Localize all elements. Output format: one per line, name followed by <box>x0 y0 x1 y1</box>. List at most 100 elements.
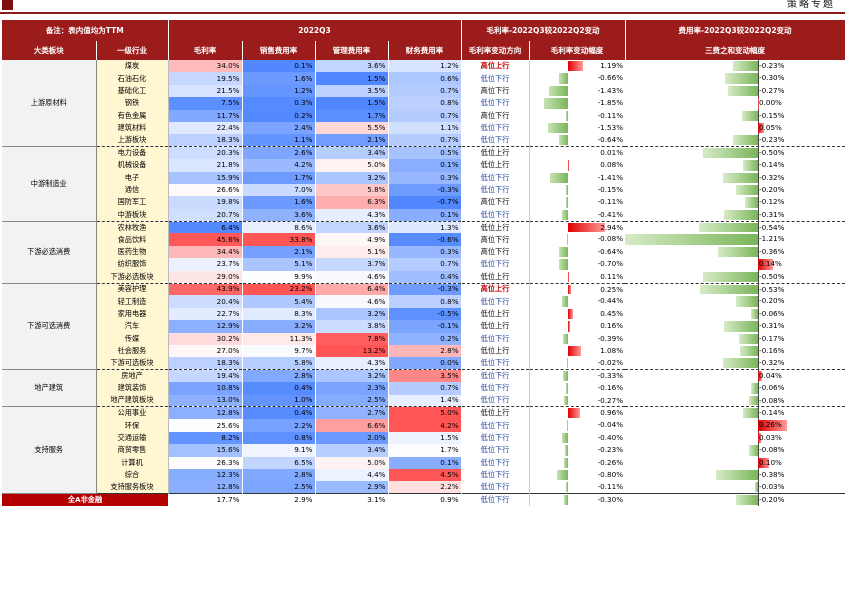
sales-fee-cell: 5.8% <box>242 357 316 371</box>
gm-change-cell: 0.08% <box>529 159 625 171</box>
fee-change-cell: -0.08% <box>625 444 845 457</box>
fee-change-cell: -0.20% <box>625 295 845 308</box>
mgmt-fee-cell: 6.6% <box>315 419 389 432</box>
gross-margin-cell: 12.8% <box>168 481 243 495</box>
fee-change-bar <box>722 358 759 369</box>
industry-label: 煤炭 <box>96 60 169 73</box>
group-header-2022q3: 2022Q3 <box>168 20 462 41</box>
note-header: 备注：表内值均为TTM <box>2 20 169 41</box>
sales-fee-cell: 4.2% <box>242 159 316 172</box>
gm-direction-cell: 高位下行 <box>461 84 530 98</box>
zero-axis <box>758 307 760 321</box>
gm-change-bar <box>566 234 568 245</box>
sales-fee-cell: 1.6% <box>242 72 316 85</box>
mgmt-fee-cell: 1.5% <box>315 97 389 110</box>
mgmt-fee-cell: 4.4% <box>315 468 389 482</box>
gm-change-value: 1.08% <box>600 345 624 355</box>
fee-change-bar <box>625 234 759 245</box>
zero-axis <box>758 332 760 345</box>
mgmt-fee-cell: 3.5% <box>315 84 389 98</box>
gm-change-cell: 0.96% <box>529 407 625 419</box>
sector-label: 下游可选消费 <box>2 283 97 371</box>
gm-change-value: 0.16% <box>600 321 624 331</box>
zero-axis <box>758 283 760 296</box>
fee-change-value: -0.50% <box>759 148 785 158</box>
mgmt-fee-cell: 4.3% <box>315 208 389 222</box>
header-row-columns: 大类板块 一级行业 毛利率 销售费用率 管理费用率 财务费用率 毛利率变动方向 … <box>2 41 845 60</box>
industry-label: 电力设备 <box>96 146 169 160</box>
fee-change-cell: -0.54% <box>625 221 845 234</box>
fin-fee-cell: -0.5% <box>388 307 462 321</box>
gm-direction-cell: 低位下行 <box>461 258 530 271</box>
all-a-sales: 2.9% <box>242 493 316 507</box>
gross-margin-cell: 20.7% <box>168 208 243 222</box>
sales-fee-cell: 9.7% <box>242 344 316 358</box>
gross-margin-cell: 19.5% <box>168 72 243 85</box>
gm-change-cell: -0.64% <box>529 134 626 148</box>
fee-change-bar <box>722 172 759 183</box>
fee-change-value: -0.38% <box>759 469 785 479</box>
table-row: 社会服务 27.0% 9.7% 13.2% 2.8% 低位上行 1.08% -0.16% <box>2 344 845 358</box>
table-row: 纺织服饰 23.7% 5.1% 3.7% 0.7% 低位下行 -0.70% 0.14% <box>2 258 845 271</box>
table-row: 电子 15.9% 1.7% 3.2% 0.3% 低位下行 -1.41% -0.32% <box>2 171 845 184</box>
gm-change-value: 0.01% <box>600 148 624 158</box>
industry-label: 食品饮料 <box>96 233 169 246</box>
mgmt-fee-cell: 5.0% <box>315 456 389 469</box>
gm-change-bar <box>566 482 568 493</box>
fee-change-bar <box>758 432 762 444</box>
fee-change-value: -0.08% <box>759 395 785 405</box>
mgmt-fee-cell: 5.5% <box>315 121 389 135</box>
gm-change-cell: -0.11% <box>529 110 625 122</box>
gm-direction-cell: 高位下行 <box>461 196 530 209</box>
fee-change-cell: -0.06% <box>625 307 845 321</box>
table-row: 基础化工 21.5% 1.2% 3.5% 0.7% 高位下行 -1.43% -0.27% <box>2 84 845 98</box>
zero-axis <box>758 147 760 160</box>
gm-change-value: 2.94% <box>600 222 624 232</box>
fee-change-cell: 0.14% <box>625 258 845 271</box>
gross-margin-cell: 26.3% <box>168 456 243 469</box>
fee-change-value: -0.27% <box>759 85 785 95</box>
gm-direction-cell: 低位下行 <box>461 382 530 395</box>
sales-fee-cell: 9.1% <box>242 444 316 457</box>
gm-change-bar <box>549 172 568 183</box>
fee-change-cell: -0.06% <box>625 382 845 395</box>
mgmt-fee-cell: 5.8% <box>315 183 389 197</box>
gm-change-value: -0.44% <box>597 296 624 306</box>
gm-change-cell: -1.53% <box>529 122 625 134</box>
sales-fee-cell: 5.1% <box>242 258 316 271</box>
gm-change-cell: -0.27% <box>529 394 626 408</box>
gm-direction-cell: 低位下行 <box>461 97 530 110</box>
fee-change-bar <box>736 184 759 196</box>
industry-label: 电子 <box>96 171 169 184</box>
gm-change-cell: 0.16% <box>529 320 625 332</box>
industry-label: 商贸零售 <box>96 444 169 457</box>
gm-change-cell: 0.45% <box>529 308 625 320</box>
gm-change-cell: -0.41% <box>529 208 626 222</box>
gm-change-cell: 0.25% <box>529 283 625 295</box>
fin-fee-cell: 2.8% <box>388 344 462 358</box>
sales-fee-cell: 2.6% <box>242 146 316 160</box>
fee-change-value: -0.30% <box>759 73 785 83</box>
gross-margin-cell: 13.0% <box>168 394 243 408</box>
fin-fee-cell: 0.8% <box>388 97 462 110</box>
mgmt-fee-cell: 3.6% <box>315 221 389 234</box>
gm-change-value: -1.53% <box>597 122 624 132</box>
gm-direction-cell: 低位下行 <box>461 171 530 184</box>
fee-change-cell: -0.20% <box>625 493 845 507</box>
header-rule <box>0 12 845 14</box>
fee-change-value: -1.21% <box>759 234 785 244</box>
group-header-fee: 费用率-2022Q3较2022Q2变动 <box>625 20 845 41</box>
gm-change-cell: -0.23% <box>529 444 625 456</box>
sales-fee-cell: 0.1% <box>242 60 316 73</box>
gm-direction-cell: 低位上行 <box>461 307 530 321</box>
gross-margin-cell: 25.6% <box>168 419 243 432</box>
mgmt-fee-cell: 4.3% <box>315 357 389 371</box>
table-row: 国防军工 19.8% 1.6% 6.3% -0.7% 高位下行 -0.11% -0.12% <box>2 196 845 209</box>
fin-fee-cell: 5.0% <box>388 406 462 420</box>
fin-fee-cell: 4.2% <box>388 419 462 432</box>
industry-label: 社会服务 <box>96 344 169 358</box>
mgmt-fee-cell: 2.5% <box>315 394 389 408</box>
zero-axis <box>758 382 760 395</box>
fee-change-bar <box>758 420 787 431</box>
gm-change-bar <box>567 321 570 332</box>
